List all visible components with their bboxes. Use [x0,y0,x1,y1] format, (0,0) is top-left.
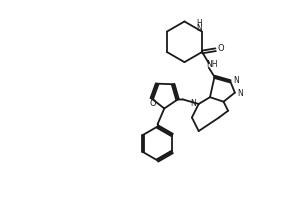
Text: O: O [218,44,225,53]
Text: N: N [196,24,202,33]
Text: N: N [190,99,196,108]
Text: NH: NH [206,60,218,69]
Text: O: O [150,99,156,108]
Text: H: H [196,19,202,28]
Text: N: N [233,76,239,85]
Text: N: N [238,89,243,98]
